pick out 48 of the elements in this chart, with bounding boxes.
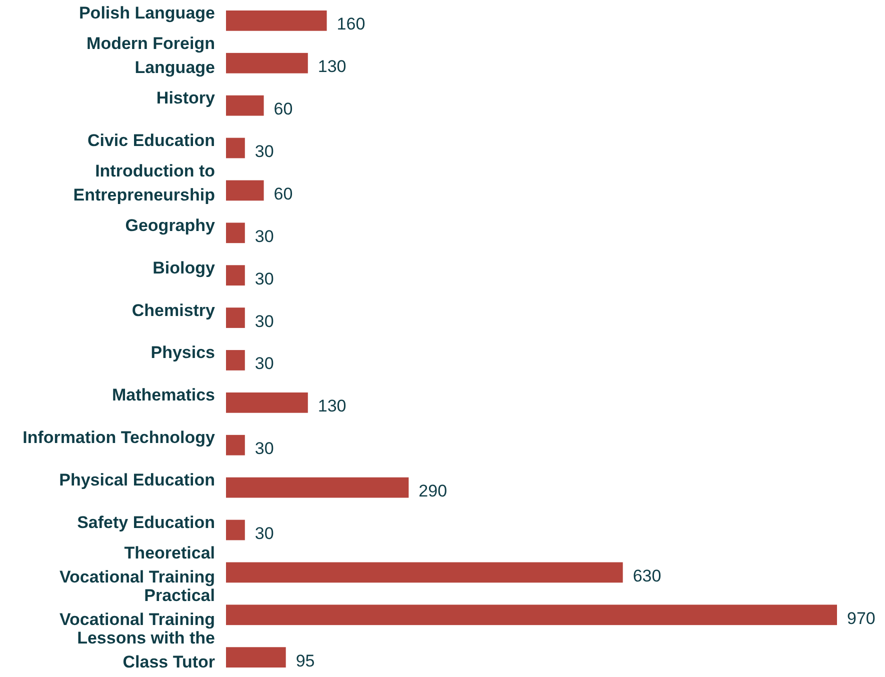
bar bbox=[226, 308, 245, 328]
data-label: 95 bbox=[296, 651, 315, 670]
bar bbox=[226, 180, 264, 201]
y-tick-label: Geography bbox=[125, 216, 216, 235]
y-tick-label: History bbox=[156, 88, 216, 108]
y-tick-label: Lessons with the Class Tutor bbox=[77, 628, 216, 672]
bar bbox=[226, 434, 245, 456]
data-label: 130 bbox=[318, 396, 346, 416]
data-label: 30 bbox=[254, 142, 274, 162]
bar bbox=[226, 604, 837, 626]
bar bbox=[226, 562, 623, 583]
bar bbox=[226, 520, 245, 540]
bar bbox=[226, 350, 245, 370]
bar bbox=[226, 95, 264, 116]
y-tick-label: Physics bbox=[150, 343, 215, 362]
y-tick-label: Polish Language bbox=[78, 4, 215, 23]
data-label: 30 bbox=[254, 354, 274, 374]
bar bbox=[226, 265, 245, 286]
y-tick-label: Introduction to Entrepreneurship bbox=[73, 161, 215, 204]
data-label: 30 bbox=[254, 524, 274, 543]
y-tick-label: Mathematics bbox=[112, 386, 215, 405]
y-tick-label: Physical Education bbox=[59, 470, 215, 490]
data-label: 970 bbox=[847, 608, 876, 628]
data-label: 30 bbox=[254, 226, 274, 246]
y-tick-label: Modern Foreign Language bbox=[86, 34, 215, 78]
y-tick-label: Safety Education bbox=[77, 512, 215, 532]
data-label: 30 bbox=[254, 269, 274, 288]
bar bbox=[226, 222, 245, 244]
bar bbox=[226, 477, 409, 498]
data-label: 60 bbox=[274, 100, 293, 119]
y-tick-label: Chemistry bbox=[132, 300, 216, 320]
data-label: 290 bbox=[418, 482, 448, 501]
y-tick-label: Theoretical Vocational Training bbox=[59, 543, 215, 586]
y-tick-label: Information Technology bbox=[22, 428, 216, 448]
data-label: 160 bbox=[336, 14, 366, 34]
bar bbox=[226, 392, 308, 413]
y-tick-label: Practical Vocational Training bbox=[59, 586, 215, 629]
y-tick-label: Biology bbox=[152, 258, 216, 278]
bar bbox=[226, 10, 327, 31]
y-tick-label: Civic Education bbox=[87, 131, 215, 150]
data-label: 30 bbox=[254, 312, 274, 331]
bar bbox=[226, 138, 245, 158]
bar bbox=[226, 647, 286, 668]
data-label: 130 bbox=[318, 57, 346, 76]
data-label: 630 bbox=[632, 566, 662, 586]
data-label: 30 bbox=[254, 439, 274, 458]
data-label: 60 bbox=[274, 184, 293, 204]
bar bbox=[226, 52, 308, 74]
